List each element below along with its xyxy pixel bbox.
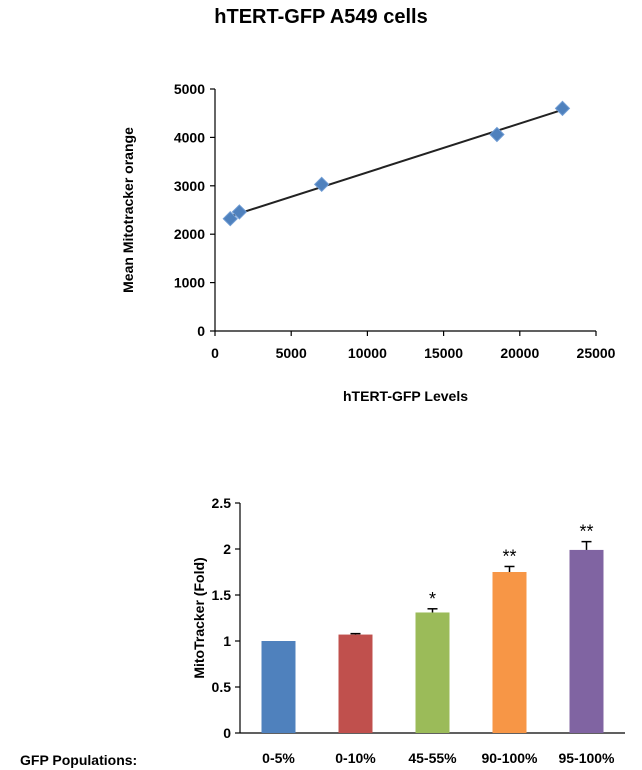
significance-marker: **	[502, 546, 516, 566]
bar-y-tick-label: 1.5	[212, 587, 232, 603]
bar-category-label: 95-100%	[558, 750, 615, 766]
scatter-y-tick-label: 1000	[174, 275, 205, 291]
scatter-x-axis-title: hTERT-GFP Levels	[343, 388, 468, 404]
bar-y-tick-label: 2.5	[212, 495, 232, 511]
scatter-x-tick-label: 15000	[424, 345, 463, 361]
bar-category-label: 0-10%	[335, 750, 376, 766]
bar	[338, 634, 373, 733]
bar	[415, 612, 450, 733]
scatter-y-tick-label: 2000	[174, 226, 205, 242]
scatter-y-tick-label: 3000	[174, 178, 205, 194]
scatter-point	[231, 204, 248, 220]
bar	[569, 549, 604, 733]
scatter-x-tick-label: 25000	[577, 345, 616, 361]
figure-title: hTERT-GFP A549 cells	[214, 6, 428, 28]
bar-y-tick-label: 0	[223, 725, 231, 741]
bar-y-tick-label: 1	[223, 633, 231, 649]
bar-category-label: 0-5%	[262, 750, 295, 766]
bar	[261, 641, 296, 733]
bar-y-tick-label: 0.5	[212, 679, 232, 695]
significance-marker: **	[579, 522, 593, 542]
scatter-y-tick-label: 4000	[174, 129, 205, 145]
significance-marker: *	[429, 589, 436, 609]
bar-category-label: 45-55%	[408, 750, 457, 766]
scatter-y-tick-label: 5000	[174, 81, 205, 97]
scatter-point	[554, 100, 571, 117]
bar-y-tick-label: 2	[223, 541, 231, 557]
bar-y-axis-title: MitoTracker (Fold)	[191, 557, 207, 678]
scatter-x-tick-label: 10000	[348, 345, 387, 361]
scatter-trendline	[229, 108, 563, 218]
scatter-chart: 0 1000 2000 3000 4000 5000 0 5000 10000 15000 2000…	[120, 81, 616, 404]
gfp-populations-label: GFP Populations:	[20, 752, 137, 768]
bar-category-label: 90-100%	[481, 750, 538, 766]
scatter-x-tick-label: 20000	[500, 345, 539, 361]
scatter-point	[313, 176, 330, 193]
scatter-point	[222, 211, 238, 227]
scatter-y-tick-label: 0	[197, 323, 205, 339]
scatter-y-axis-title: Mean Mitotracker orange	[120, 127, 136, 293]
bar-chart: 00.511.522.5 ***** 0-5% 0-10% 45-55% 90-100…	[20, 495, 625, 768]
scatter-point	[489, 126, 505, 143]
scatter-x-tick-label: 0	[211, 345, 219, 361]
bar	[492, 572, 527, 733]
scatter-x-tick-label: 5000	[276, 345, 307, 361]
